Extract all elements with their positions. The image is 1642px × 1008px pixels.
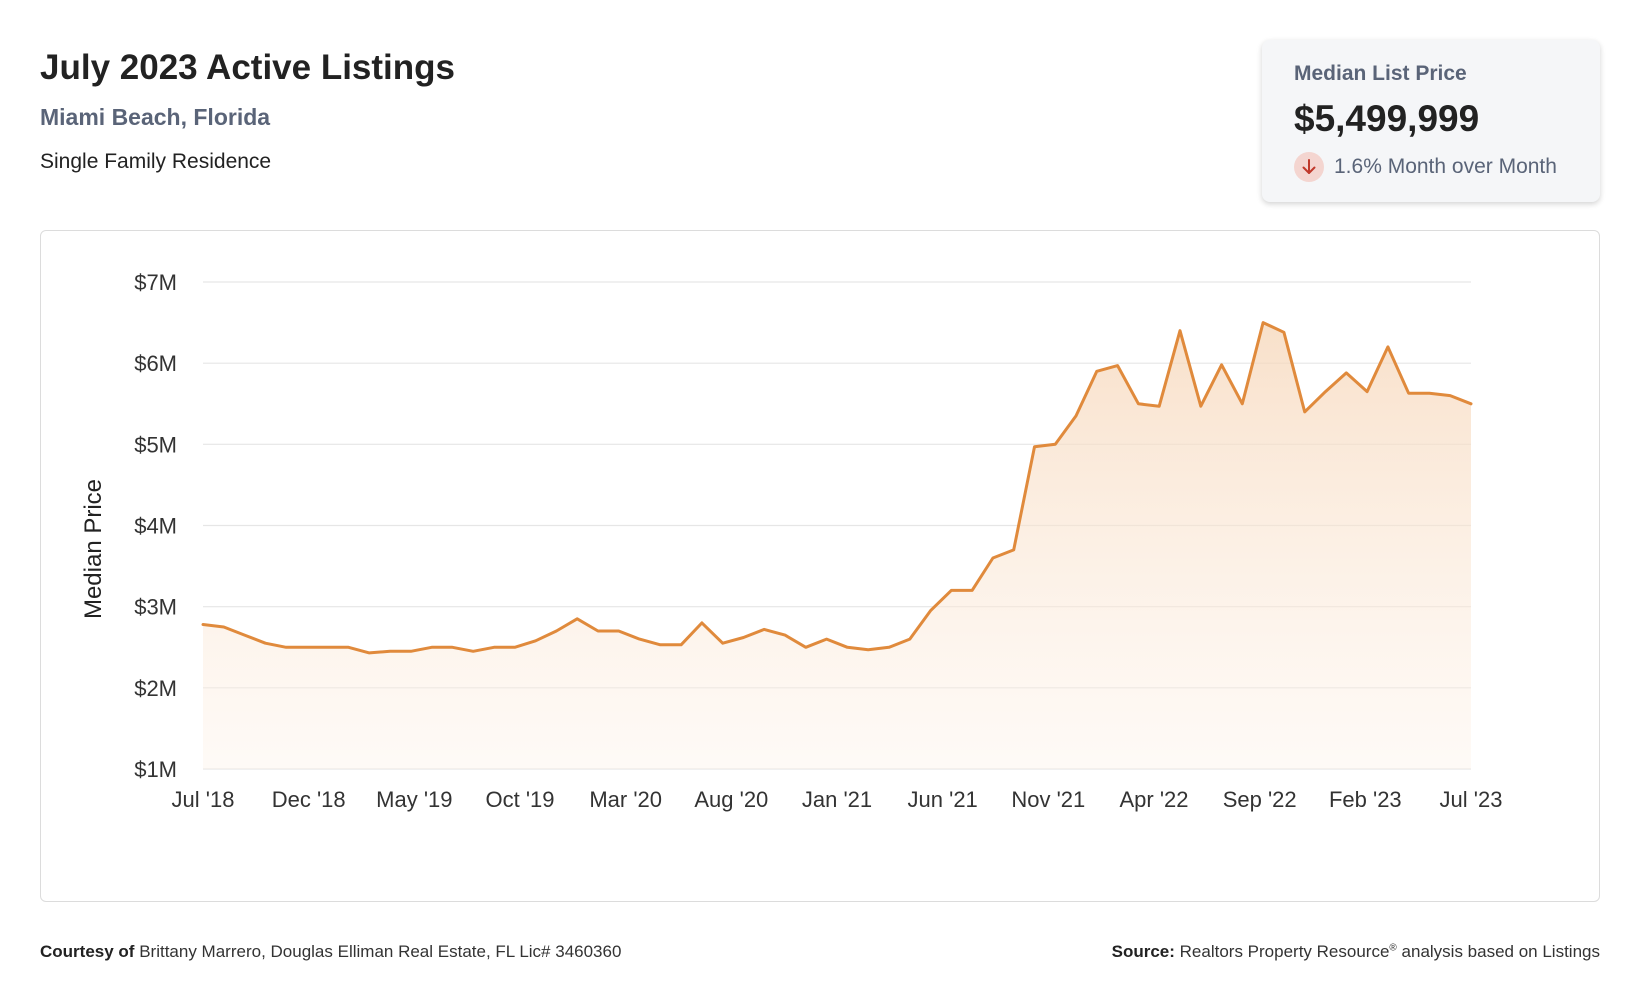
x-tick-label: Sep '22	[1223, 787, 1297, 812]
x-tick-label: Jul '18	[172, 787, 235, 812]
registered-mark: ®	[1389, 942, 1397, 954]
stat-label: Median List Price	[1294, 62, 1467, 85]
y-tick-label: $1M	[134, 757, 177, 782]
source-note: Source: Realtors Property Resource® anal…	[1112, 942, 1600, 962]
x-tick-label: Dec '18	[272, 787, 346, 812]
y-tick-label: $5M	[134, 432, 177, 457]
y-tick-label: $3M	[134, 595, 177, 620]
location-subtitle: Miami Beach, Florida	[40, 104, 271, 130]
x-tick-label: Mar '20	[589, 787, 662, 812]
x-tick-label: Feb '23	[1329, 787, 1402, 812]
price-chart: $1M $2M $3M $4M $5M $6M $7M Jul '18 Dec '18 May …	[80, 270, 1503, 812]
x-tick-label: Apr '22	[1119, 787, 1188, 812]
series-line	[201, 321, 1473, 655]
courtesy-label: Courtesy of	[40, 942, 135, 961]
source-label: Source:	[1111, 942, 1175, 961]
x-tick-label: Oct '19	[485, 787, 554, 812]
area-fill	[203, 322, 1471, 769]
x-tick-label: May '19	[376, 787, 452, 812]
x-tick-label: Jun '21	[908, 787, 978, 812]
page-title: July 2023 Active Listings	[40, 48, 455, 87]
y-tick-label: $2M	[134, 676, 177, 701]
source-suffix: analysis based on Listings	[1401, 942, 1600, 961]
x-tick-label: Jul '23	[1440, 787, 1503, 812]
median-price-card: Median List Price $5,499,999 1.6% Month …	[1262, 40, 1600, 202]
stat-value: $5,499,999	[1294, 98, 1480, 139]
source-text: Realtors Property Resource	[1179, 942, 1390, 961]
x-tick-label: Nov '21	[1011, 787, 1085, 812]
courtesy-text: Brittany Marrero, Douglas Elliman Real E…	[139, 942, 622, 961]
y-axis-label: Median Price	[80, 479, 107, 619]
property-type: Single Family Residence	[40, 150, 272, 173]
y-tick-label: $4M	[134, 514, 177, 539]
chart-panel: $1M $2M $3M $4M $5M $6M $7M Jul '18 Dec '18 May …	[40, 230, 1600, 902]
x-tick-label: Jan '21	[802, 787, 872, 812]
y-tick-label: $7M	[134, 270, 177, 295]
stat-change: 1.6% Month over Month	[1294, 152, 1557, 182]
stat-change-text: 1.6% Month over Month	[1334, 155, 1557, 178]
y-tick-label: $6M	[134, 351, 177, 376]
x-tick-label: Aug '20	[694, 787, 768, 812]
arrow-down-icon	[1294, 152, 1324, 182]
courtesy-note: Courtesy of Brittany Marrero, Douglas El…	[40, 942, 621, 962]
